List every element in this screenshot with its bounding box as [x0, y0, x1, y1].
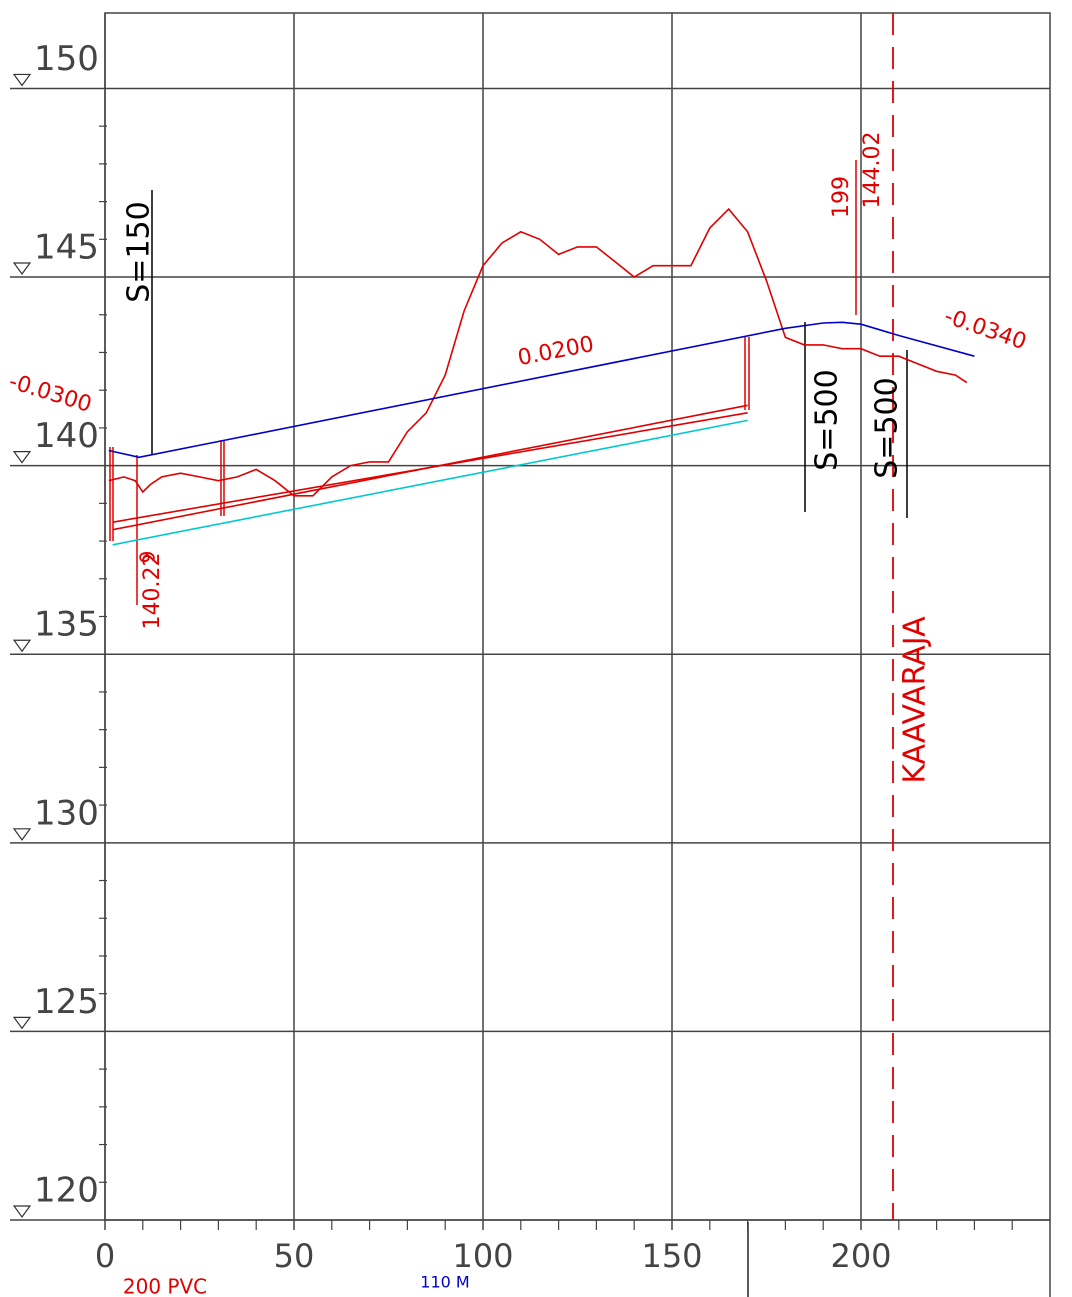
- annotation: S=150: [122, 201, 157, 302]
- elevation-symbol: [12, 73, 32, 87]
- y-tick-label: 120: [34, 1171, 99, 1211]
- annotation: 110 M: [420, 1273, 469, 1292]
- x-tick-label: 150: [641, 1237, 702, 1275]
- annotation: S=500: [810, 369, 845, 470]
- series-line: [112, 412, 748, 523]
- elevation-symbol: [12, 1205, 32, 1219]
- annotation: 140.22: [140, 553, 165, 630]
- y-tick-label: 150: [34, 39, 99, 79]
- elevation-symbol: [12, 1016, 32, 1030]
- x-tick-label: 200: [830, 1237, 891, 1275]
- annotation: S=500: [870, 377, 905, 478]
- annotation: KAAVARAJA: [898, 616, 933, 784]
- annotation: 144.02: [860, 132, 885, 209]
- annotation: -0.0340: [941, 304, 1029, 355]
- annotation: -0.0300: [6, 369, 95, 418]
- y-tick-label: 125: [34, 982, 99, 1022]
- y-tick-label: 145: [34, 228, 99, 268]
- x-tick-label: 100: [452, 1237, 513, 1275]
- annotation: 0.0200: [516, 332, 596, 371]
- series-line: [108, 207, 968, 497]
- elevation-symbol: [12, 262, 32, 276]
- elevation-symbol: [12, 828, 32, 841]
- elevation-symbol: [12, 639, 32, 653]
- y-tick-label: 135: [34, 605, 99, 645]
- series-line: [112, 419, 748, 546]
- annotation: 199: [829, 176, 854, 218]
- x-tick-label: 50: [274, 1237, 315, 1275]
- y-tick-label: 140: [34, 416, 99, 456]
- x-tick-label: 0: [95, 1237, 115, 1275]
- annotation: 200 PVC: [123, 1275, 207, 1297]
- series-line: [108, 321, 975, 459]
- elevation-symbol: [12, 451, 32, 464]
- annotation: 9: [136, 551, 160, 564]
- y-tick-label: 130: [34, 793, 99, 833]
